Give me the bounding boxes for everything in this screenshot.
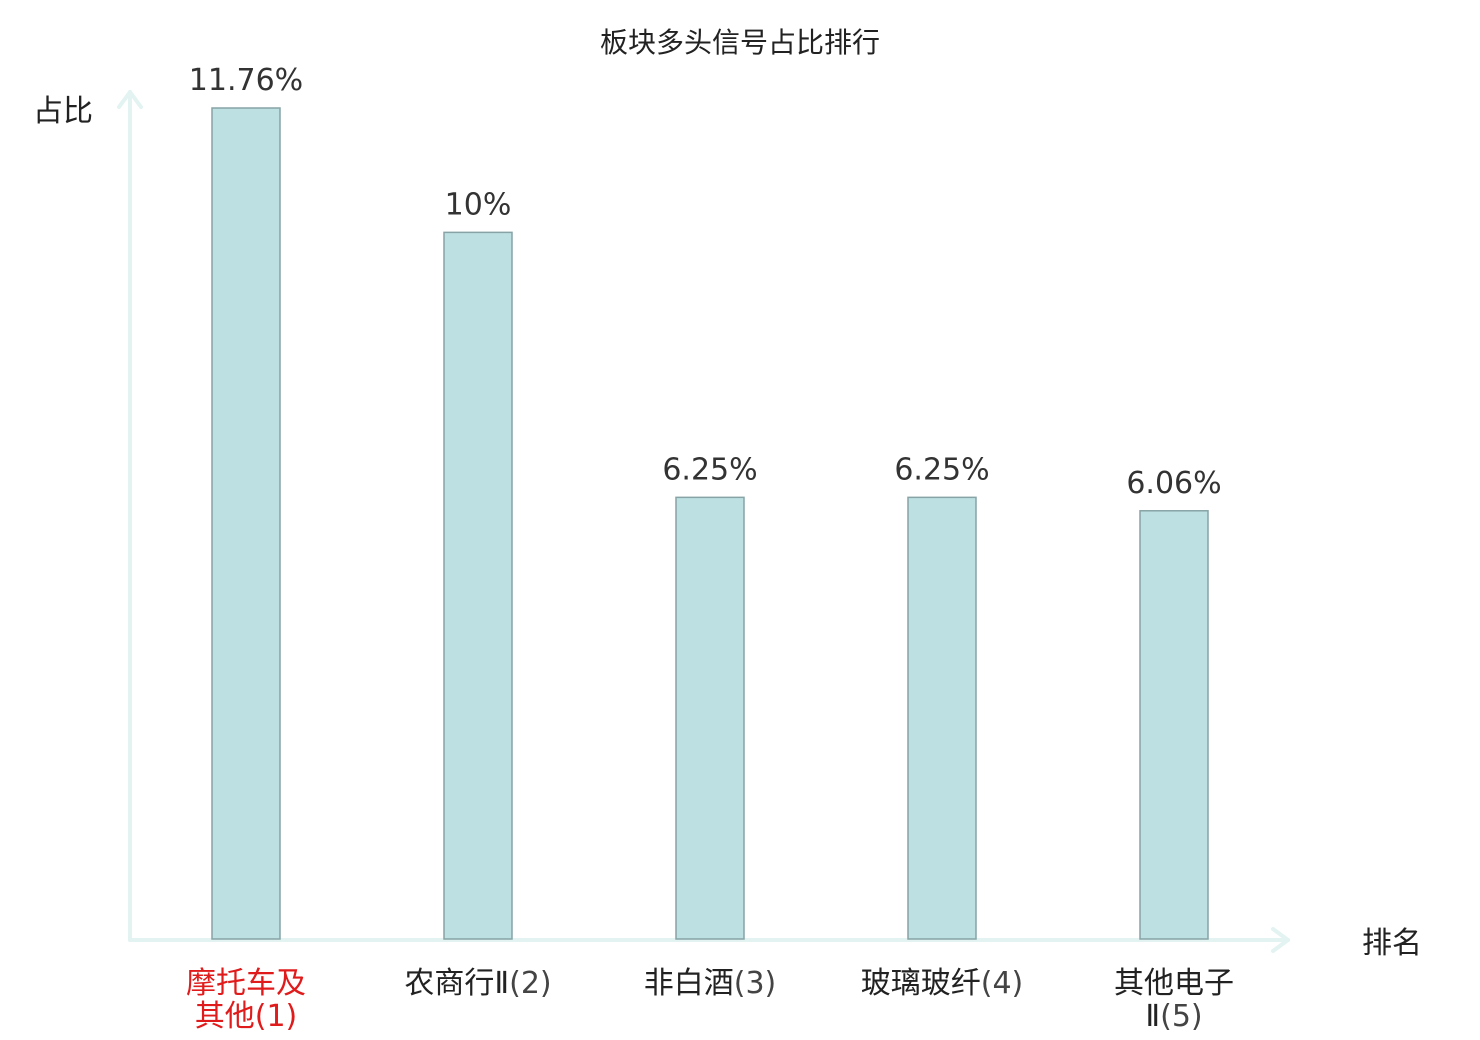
category-rank: (1) bbox=[255, 999, 298, 1034]
category-label-1-line-1: 摩托车及 bbox=[186, 966, 306, 1001]
category-label-3: 非白酒(3) bbox=[644, 966, 777, 1001]
category-name: 摩托车及 bbox=[186, 966, 306, 1001]
category-name: Ⅱ bbox=[1145, 999, 1160, 1034]
category-rank: (2) bbox=[509, 966, 552, 1001]
category-name: 农商行Ⅱ bbox=[404, 966, 509, 1001]
category-label-2: 农商行Ⅱ(2) bbox=[404, 966, 551, 1001]
y-axis-label: 占比 bbox=[33, 94, 93, 129]
bar-1 bbox=[211, 107, 281, 940]
category-name: 玻璃玻纤 bbox=[861, 966, 981, 1001]
x-axis-label: 排名 bbox=[1362, 926, 1422, 961]
bar-3 bbox=[675, 496, 745, 940]
value-labels-group: 11.76% 10% 6.25% 6.25% 6.06% bbox=[189, 63, 1222, 501]
bar-4 bbox=[907, 496, 977, 940]
category-name: 其他电子 bbox=[1114, 966, 1234, 1001]
value-label-5: 6.06% bbox=[1126, 466, 1221, 501]
value-label-1: 11.76% bbox=[189, 63, 303, 98]
category-label-5-line-1: 其他电子 bbox=[1114, 966, 1234, 1001]
value-label-2: 10% bbox=[445, 187, 512, 222]
value-label-4: 6.25% bbox=[894, 452, 989, 487]
y-axis-arrow-icon bbox=[117, 90, 143, 109]
bar-5 bbox=[1139, 510, 1209, 940]
value-label-3: 6.25% bbox=[662, 452, 757, 487]
category-label-5-line-2: Ⅱ(5) bbox=[1145, 999, 1202, 1034]
bar-2 bbox=[443, 231, 513, 940]
category-name: 非白酒 bbox=[644, 966, 734, 1001]
category-rank: (3) bbox=[734, 966, 777, 1001]
chart-title: 板块多头信号占比排行 bbox=[600, 26, 880, 59]
x-axis-arrow-icon bbox=[1271, 927, 1290, 953]
category-rank: (5) bbox=[1160, 999, 1203, 1034]
bars-group bbox=[211, 107, 1209, 940]
category-label-1-line-2: 其他(1) bbox=[195, 999, 298, 1034]
category-rank: (4) bbox=[981, 966, 1024, 1001]
category-name: 其他 bbox=[195, 999, 255, 1034]
category-label-4: 玻璃玻纤(4) bbox=[861, 966, 1024, 1001]
